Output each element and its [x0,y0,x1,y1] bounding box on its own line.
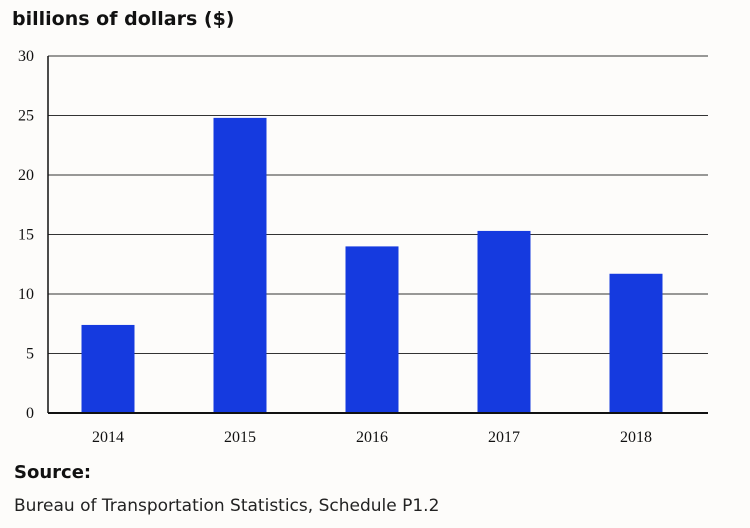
y-tick-label: 0 [26,405,34,422]
y-tick-label: 15 [18,227,34,244]
chart-title: billions of dollars ($) [12,8,235,30]
x-tick-label: 2018 [620,429,652,446]
bar-2016 [345,246,399,413]
bar-2018 [609,273,663,413]
source-text: Bureau of Transportation Statistics, Sch… [14,496,440,516]
y-tick-label: 5 [26,346,34,363]
bar-2017 [477,230,531,413]
x-tick-label: 2017 [488,429,520,446]
bar-chart: 0 5 10 15 20 25 30 2014 2015 2016 2017 2018 [18,48,708,446]
y-tick-label: 30 [18,48,34,65]
x-tick-label: 2014 [92,429,124,446]
bar-2015 [213,117,267,413]
x-tick-label: 2015 [224,429,256,446]
bar-2014 [81,324,135,413]
y-tick-label: 25 [18,108,34,125]
x-tick-label: 2016 [356,429,388,446]
y-tick-label: 10 [18,286,34,303]
source-label: Source: [14,462,92,483]
y-tick-label: 20 [18,167,34,184]
